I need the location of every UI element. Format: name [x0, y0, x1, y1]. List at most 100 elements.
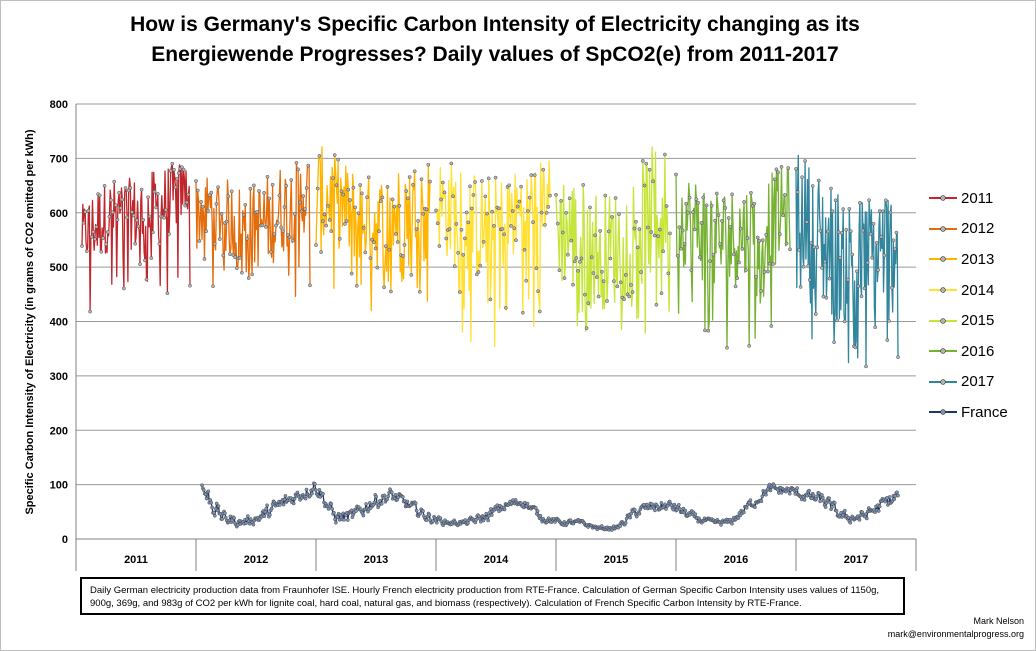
data-point [336, 157, 340, 162]
data-point [228, 252, 232, 256]
data-point [634, 219, 638, 224]
series-line-2016 [675, 166, 791, 349]
data-point [329, 229, 334, 233]
data-point [481, 518, 486, 523]
data-point [368, 256, 373, 260]
data-point [474, 272, 479, 277]
data-point [543, 223, 547, 227]
data-point [612, 279, 616, 284]
data-point [484, 511, 489, 516]
data-point [107, 214, 112, 219]
data-point [562, 276, 567, 280]
data-point [535, 509, 540, 513]
data-point [618, 280, 623, 285]
chart-title-line-2: Energiewende Progresses? Daily values of… [151, 43, 839, 66]
data-point [885, 338, 890, 342]
data-point [373, 246, 378, 251]
data-point [405, 499, 410, 504]
data-point [871, 221, 876, 226]
data-point [877, 209, 882, 213]
data-point [593, 233, 597, 238]
legend-item: 2014 [929, 275, 1029, 306]
data-point [345, 518, 350, 522]
data-point [197, 239, 202, 243]
data-point [839, 231, 844, 235]
data-point [884, 198, 888, 203]
data-point [811, 493, 816, 498]
data-point [131, 213, 136, 218]
y-tick-label: 800 [50, 99, 68, 111]
data-point [895, 490, 899, 495]
series-line-2017 [795, 154, 899, 368]
data-point [234, 266, 239, 271]
data-point [301, 194, 306, 198]
data-point [887, 495, 892, 499]
data-point [134, 218, 139, 223]
data-point [804, 220, 809, 224]
data-point [378, 199, 383, 203]
data-point [800, 175, 804, 179]
data-point [664, 204, 669, 208]
data-point [337, 236, 342, 241]
data-point [821, 499, 826, 503]
data-point [703, 328, 707, 333]
data-point [769, 324, 774, 328]
data-point [469, 206, 474, 211]
data-point [220, 517, 224, 521]
data-point [451, 194, 455, 199]
data-point [283, 494, 288, 498]
legend: 2011 2012 2013 2014 2015 2016 2017 France [929, 183, 1029, 428]
data-point [828, 500, 832, 505]
x-tick-label: 2017 [844, 554, 868, 566]
data-point [810, 184, 815, 188]
data-point [832, 501, 837, 505]
author-email: mark@environmentalprogress.org [887, 629, 1024, 639]
data-point [224, 219, 229, 224]
data-point [634, 514, 639, 519]
data-point [263, 225, 268, 229]
data-point [461, 252, 466, 257]
data-point [579, 256, 584, 261]
data-point [486, 176, 491, 181]
data-point [180, 165, 184, 169]
data-point [341, 192, 346, 197]
data-point [656, 234, 660, 238]
x-tick-label: 2015 [604, 554, 628, 566]
legend-item: 2012 [929, 214, 1029, 245]
data-point [112, 179, 116, 184]
data-point [572, 259, 577, 264]
data-point [438, 516, 443, 520]
data-point [814, 312, 818, 316]
data-point [753, 505, 757, 510]
data-point [199, 199, 203, 204]
data-point [514, 238, 518, 242]
data-point [260, 223, 265, 228]
data-point [313, 488, 318, 492]
data-point [827, 496, 832, 501]
data-point [830, 209, 835, 213]
data-source-note: Daily German electricity production data… [80, 577, 905, 615]
data-point [509, 224, 513, 228]
data-point [896, 355, 900, 359]
data-point [610, 215, 614, 219]
data-point [412, 169, 417, 174]
data-point [574, 256, 579, 260]
data-point [586, 301, 591, 306]
y-tick-label: 700 [50, 153, 68, 165]
data-point [617, 212, 621, 217]
data-point [772, 177, 777, 182]
data-point [745, 236, 750, 240]
data-point [821, 294, 826, 299]
data-point [566, 252, 570, 257]
data-point [857, 518, 862, 522]
data-point [652, 233, 657, 238]
data-point [459, 227, 464, 232]
data-point [321, 492, 325, 496]
data-point [677, 502, 681, 507]
author-credit: Mark Nelson mark@environmentalprogress.o… [888, 615, 1024, 641]
data-point [463, 518, 468, 522]
y-tick-label: 500 [50, 262, 68, 274]
data-point [280, 229, 285, 233]
data-point [622, 297, 626, 302]
data-point [101, 236, 105, 240]
